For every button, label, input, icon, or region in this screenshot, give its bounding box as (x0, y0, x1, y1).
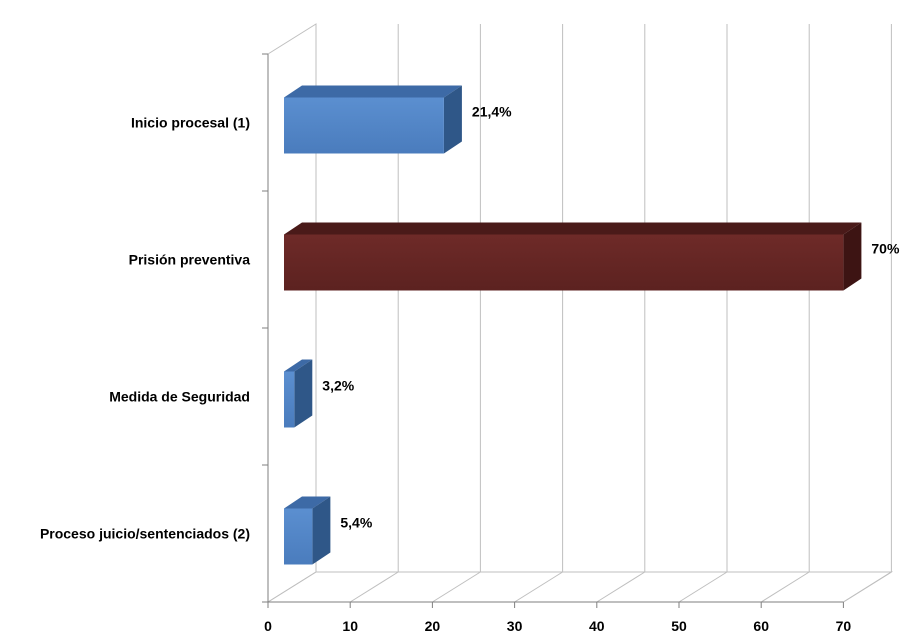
bar-side-face (843, 222, 862, 291)
data-label: 5,4% (340, 515, 372, 531)
bar-side-face (312, 496, 331, 565)
floor-gridline (678, 571, 728, 603)
floor-gridline (432, 571, 481, 603)
axes (262, 53, 844, 608)
x-tick-label: 0 (264, 618, 272, 634)
grid (266, 23, 894, 603)
data-label: 70% (871, 241, 900, 257)
data-label: 3,2% (322, 378, 354, 394)
bar-side-face (294, 359, 313, 428)
x-tick-label: 60 (753, 618, 769, 634)
x-tick-label: 50 (671, 618, 687, 634)
bar-side-face (443, 85, 462, 154)
floor-gridline (843, 571, 892, 603)
category-label: Inicio procesal (1) (131, 115, 250, 131)
bar (284, 371, 295, 428)
bar-top-face (284, 496, 331, 509)
bars (284, 85, 862, 565)
bar (284, 508, 313, 565)
floor-gridline (349, 571, 399, 603)
bar-top-face (284, 222, 862, 235)
labels: 0 10 20 30 40 50 60 70 21,4% Inicio procesal (1) 7… (40, 104, 900, 635)
data-label: 21,4% (472, 104, 512, 120)
x-tick-label: 30 (507, 618, 523, 634)
floor-gridline (596, 571, 646, 603)
x-tick-label: 10 (342, 618, 358, 634)
category-label: Prisión preventiva (129, 252, 251, 268)
floor-gridline (514, 571, 563, 603)
floor-gridline (267, 571, 317, 603)
bar (284, 97, 444, 154)
floor-gridline (760, 571, 810, 603)
x-tick-label: 70 (836, 618, 852, 634)
bar-top-face (284, 85, 462, 98)
category-label: Medida de Seguridad (109, 389, 250, 405)
bar-top-face (284, 359, 313, 372)
category-label: Proceso juicio/sentenciados (2) (40, 526, 250, 542)
x-tick-label: 40 (589, 618, 605, 634)
x-tick-label: 20 (425, 618, 441, 634)
chart-floor (266, 571, 894, 603)
bar (284, 234, 844, 291)
